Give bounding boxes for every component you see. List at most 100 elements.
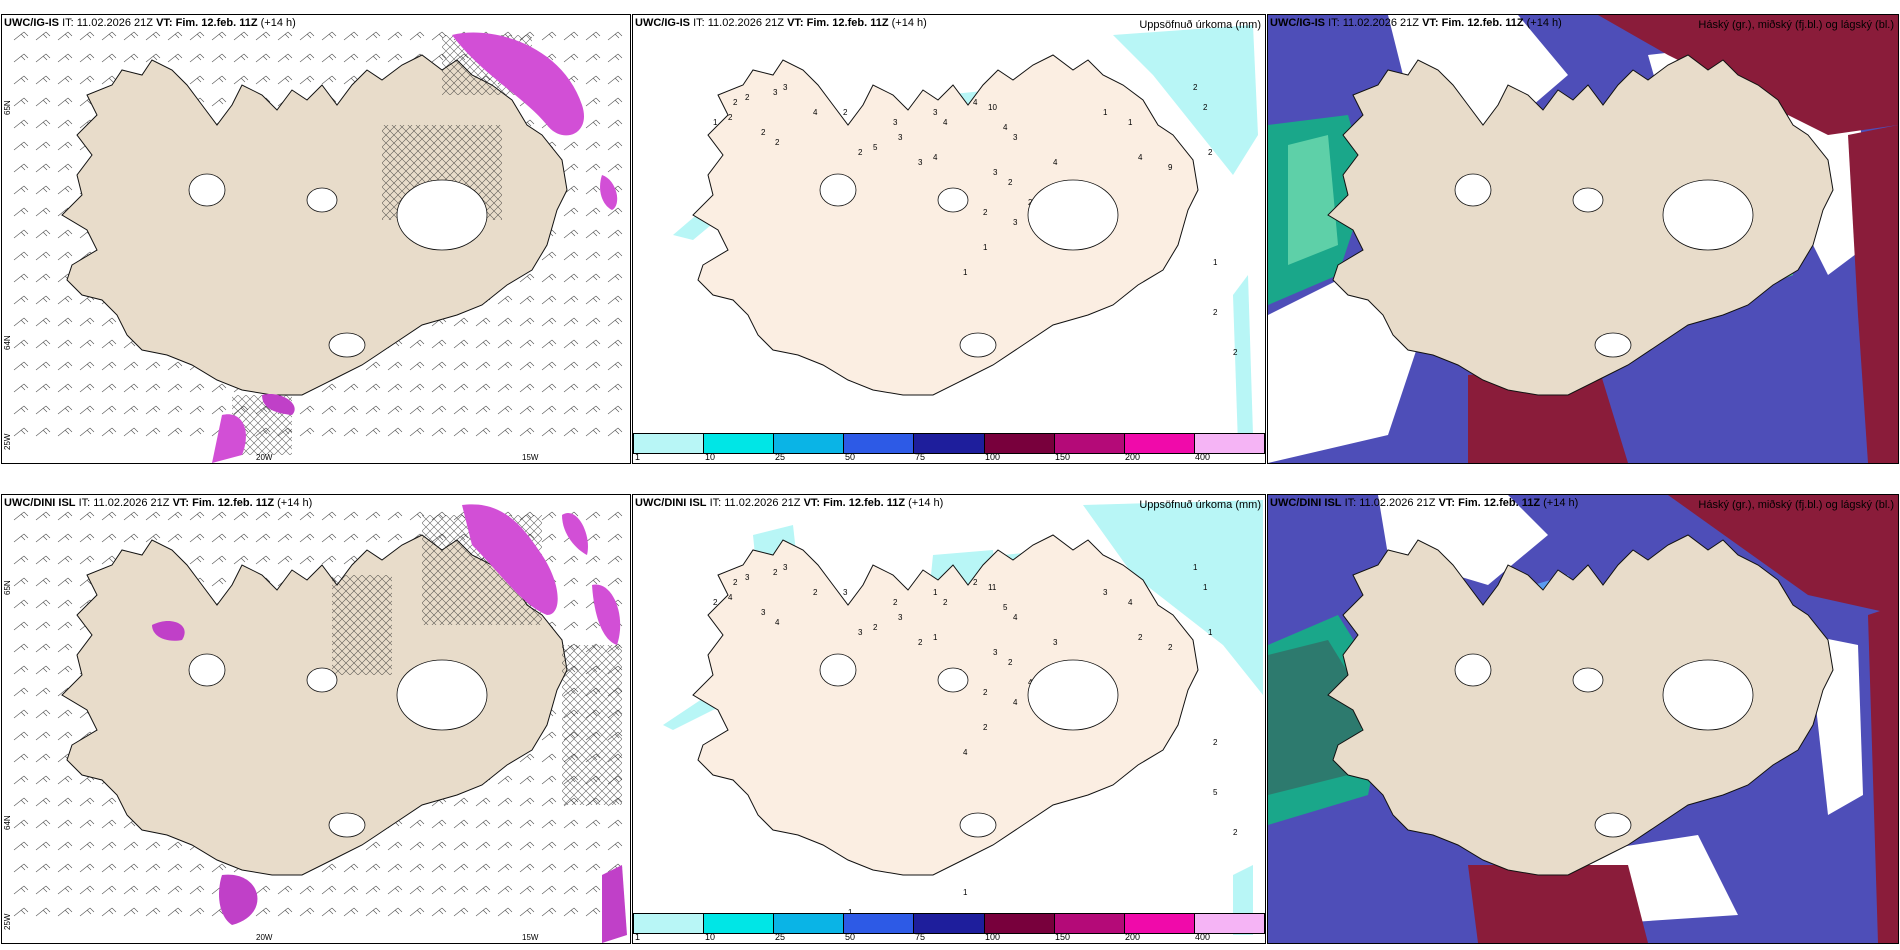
precip-value-label: 2 — [1208, 148, 1213, 157]
wind-barb — [211, 533, 227, 543]
wind-barb — [607, 207, 623, 217]
wind-barb — [497, 405, 513, 415]
panel-field-title: Háský (gr.), miðský (fj.bl.) og lágský (… — [1698, 499, 1894, 511]
wind-barb — [13, 863, 29, 873]
wind-barb — [541, 863, 557, 873]
wind-barb — [585, 75, 601, 85]
precip-value-label: 3 — [1053, 638, 1058, 647]
wind-barb — [79, 841, 95, 851]
glacier — [1027, 179, 1119, 251]
wind-barb — [79, 885, 95, 895]
wind-barb — [519, 819, 535, 829]
panel-header: UWC/IG-IS IT: 11.02.2026 21Z VT: Fim. 12… — [635, 17, 927, 29]
wind-barb — [541, 339, 557, 349]
wind-barb — [497, 361, 513, 371]
wind-barb — [79, 405, 95, 415]
wind-barb — [607, 141, 623, 151]
wind-barb — [79, 863, 95, 873]
wind-barb — [585, 31, 601, 41]
wind-barb — [211, 53, 227, 63]
wind-barb — [299, 511, 315, 521]
wind-barb — [607, 405, 623, 415]
wind-barb — [343, 533, 359, 543]
wind-barb — [277, 533, 293, 543]
panel-header: UWC/DINI ISL IT: 11.02.2026 21Z VT: Fim.… — [635, 497, 944, 509]
wind-barb — [409, 361, 425, 371]
wind-barb — [453, 383, 469, 393]
map-precipitation: 2324233423233212212115432244322411342211… — [663, 500, 1263, 935]
wind-barb — [519, 383, 535, 393]
wind-barb — [35, 555, 51, 565]
wind-barb — [57, 907, 73, 917]
wind-barb — [585, 317, 601, 327]
wind-barb — [101, 841, 117, 851]
wind-barb — [431, 907, 447, 917]
lat-label-65: 65N — [3, 580, 12, 595]
wind-barb — [101, 361, 117, 371]
wind-barb — [167, 53, 183, 63]
wind-barb — [365, 533, 381, 543]
wind-barb — [35, 709, 51, 719]
glacier — [1572, 667, 1604, 693]
precip-value-label: 2 — [983, 723, 988, 732]
wind-barb — [563, 863, 579, 873]
precip-value-label: 2 — [1233, 348, 1238, 357]
precip-value-label: 2 — [1168, 643, 1173, 652]
wind-barb — [167, 427, 183, 437]
map-wind-snow: 65N 64N 25W 20W 15W — [3, 504, 627, 943]
wind-barb — [475, 317, 491, 327]
wind-barb — [409, 885, 425, 895]
panel-ig-is-precip: 2212332242332534344104332232411111149222… — [632, 14, 1266, 464]
wind-barb — [519, 317, 535, 327]
wind-barb — [387, 841, 403, 851]
wind-barb — [189, 31, 205, 41]
wind-barb — [453, 907, 469, 917]
glacier — [1662, 659, 1754, 731]
precip-value-label: 3 — [898, 613, 903, 622]
wind-barb — [167, 863, 183, 873]
wind-barb — [101, 819, 117, 829]
colorbar-tick-label: 150 — [1055, 452, 1071, 462]
wind-barb — [35, 621, 51, 631]
precip-value-label: 4 — [775, 618, 780, 627]
lat-label-64: 64N — [3, 815, 12, 830]
wind-barb — [541, 405, 557, 415]
wind-barb — [101, 53, 117, 63]
wind-barb — [409, 31, 425, 41]
glacier — [1454, 653, 1492, 687]
colorbar-tick-label: 1 — [635, 452, 641, 462]
panel-dini-precip: 2324233423233212212115432244322411342211… — [632, 494, 1266, 944]
wind-barb — [299, 885, 315, 895]
wind-barb — [35, 577, 51, 587]
wind-barb — [13, 31, 29, 41]
wind-barb — [563, 841, 579, 851]
colorbar-tick-label: 10 — [705, 932, 716, 942]
wind-barb — [35, 251, 51, 261]
precip-value-label: 4 — [728, 593, 733, 602]
wind-barb — [123, 405, 139, 415]
wind-barb — [585, 885, 601, 895]
wind-barb — [13, 97, 29, 107]
precip-value-label: 4 — [1128, 598, 1133, 607]
panel-header: UWC/IG-IS IT: 11.02.2026 21Z VT: Fim. 12… — [4, 17, 296, 29]
wind-barb — [145, 885, 161, 895]
wind-barb — [541, 361, 557, 371]
wind-barb — [211, 383, 227, 393]
precip-value-label: 1 — [1103, 108, 1108, 117]
wind-barb — [189, 533, 205, 543]
wind-barb — [387, 53, 403, 63]
map-precipitation: 2212332242332534344104332232411111149222… — [673, 25, 1258, 445]
colorbar-tick-label: 400 — [1195, 452, 1211, 462]
wind-barb — [79, 361, 95, 371]
precip-value-label: 9 — [1168, 163, 1173, 172]
wind-barb — [57, 885, 73, 895]
wind-barb — [343, 907, 359, 917]
precip-value-label: 3 — [893, 118, 898, 127]
wind-barb — [321, 31, 337, 41]
wind-barb — [13, 885, 29, 895]
wind-barb — [409, 427, 425, 437]
wind-barb — [145, 383, 161, 393]
wind-barb — [57, 621, 73, 631]
wind-barb — [585, 97, 601, 107]
colorbar-segment — [704, 434, 775, 453]
